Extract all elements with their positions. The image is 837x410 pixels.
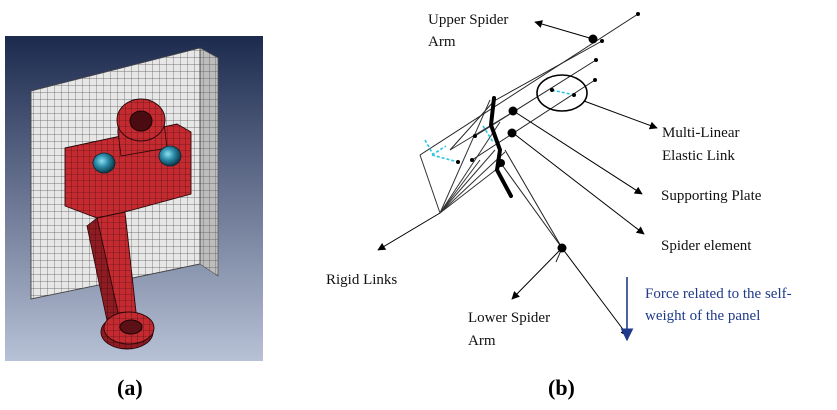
leader-arrows — [377, 20, 658, 337]
label-upper-spider-arm-1: Upper Spider — [428, 12, 508, 28]
supporting-plate-line — [488, 96, 513, 198]
fe-mesh-svg — [5, 36, 263, 361]
left-bolt — [92, 152, 116, 174]
label-upper-spider-arm-2: Arm — [428, 34, 456, 50]
label-spider-element: Spider element — [661, 238, 752, 254]
label-force-2: weight of the panel — [645, 308, 760, 324]
label-multi-linear-1: Multi-Linear — [662, 125, 739, 141]
label-force-1: Force related to the self- — [645, 286, 792, 302]
label-supporting-plate: Supporting Plate — [661, 188, 762, 204]
annotation-labels: Upper Spider Arm Multi-Linear Elastic Li… — [326, 12, 792, 349]
subfigure-a-label: (a) — [117, 375, 143, 400]
fe-mesh-render — [5, 36, 263, 361]
rigid-link-lines — [419, 99, 514, 214]
label-lower-spider-arm-1: Lower Spider — [468, 310, 550, 326]
node-dots — [456, 12, 640, 164]
spider-arm-mesh — [64, 98, 192, 350]
cyan-elastic-links — [424, 89, 575, 163]
subfigure-b-label: (b) — [548, 375, 575, 400]
elastic-link-highlight — [536, 74, 588, 112]
right-bolt — [158, 145, 182, 167]
label-lower-spider-arm-2: Arm — [468, 333, 496, 349]
label-rigid-links: Rigid Links — [326, 272, 397, 288]
schematic-svg: Upper Spider Arm Multi-Linear Elastic Li… — [326, 12, 792, 349]
label-multi-linear-2: Elastic Link — [662, 148, 735, 164]
spider-schematic: Upper Spider Arm Multi-Linear Elastic Li… — [300, 0, 837, 375]
spider-element-nodes — [497, 34, 598, 253]
lower-arm-lines — [499, 149, 563, 263]
